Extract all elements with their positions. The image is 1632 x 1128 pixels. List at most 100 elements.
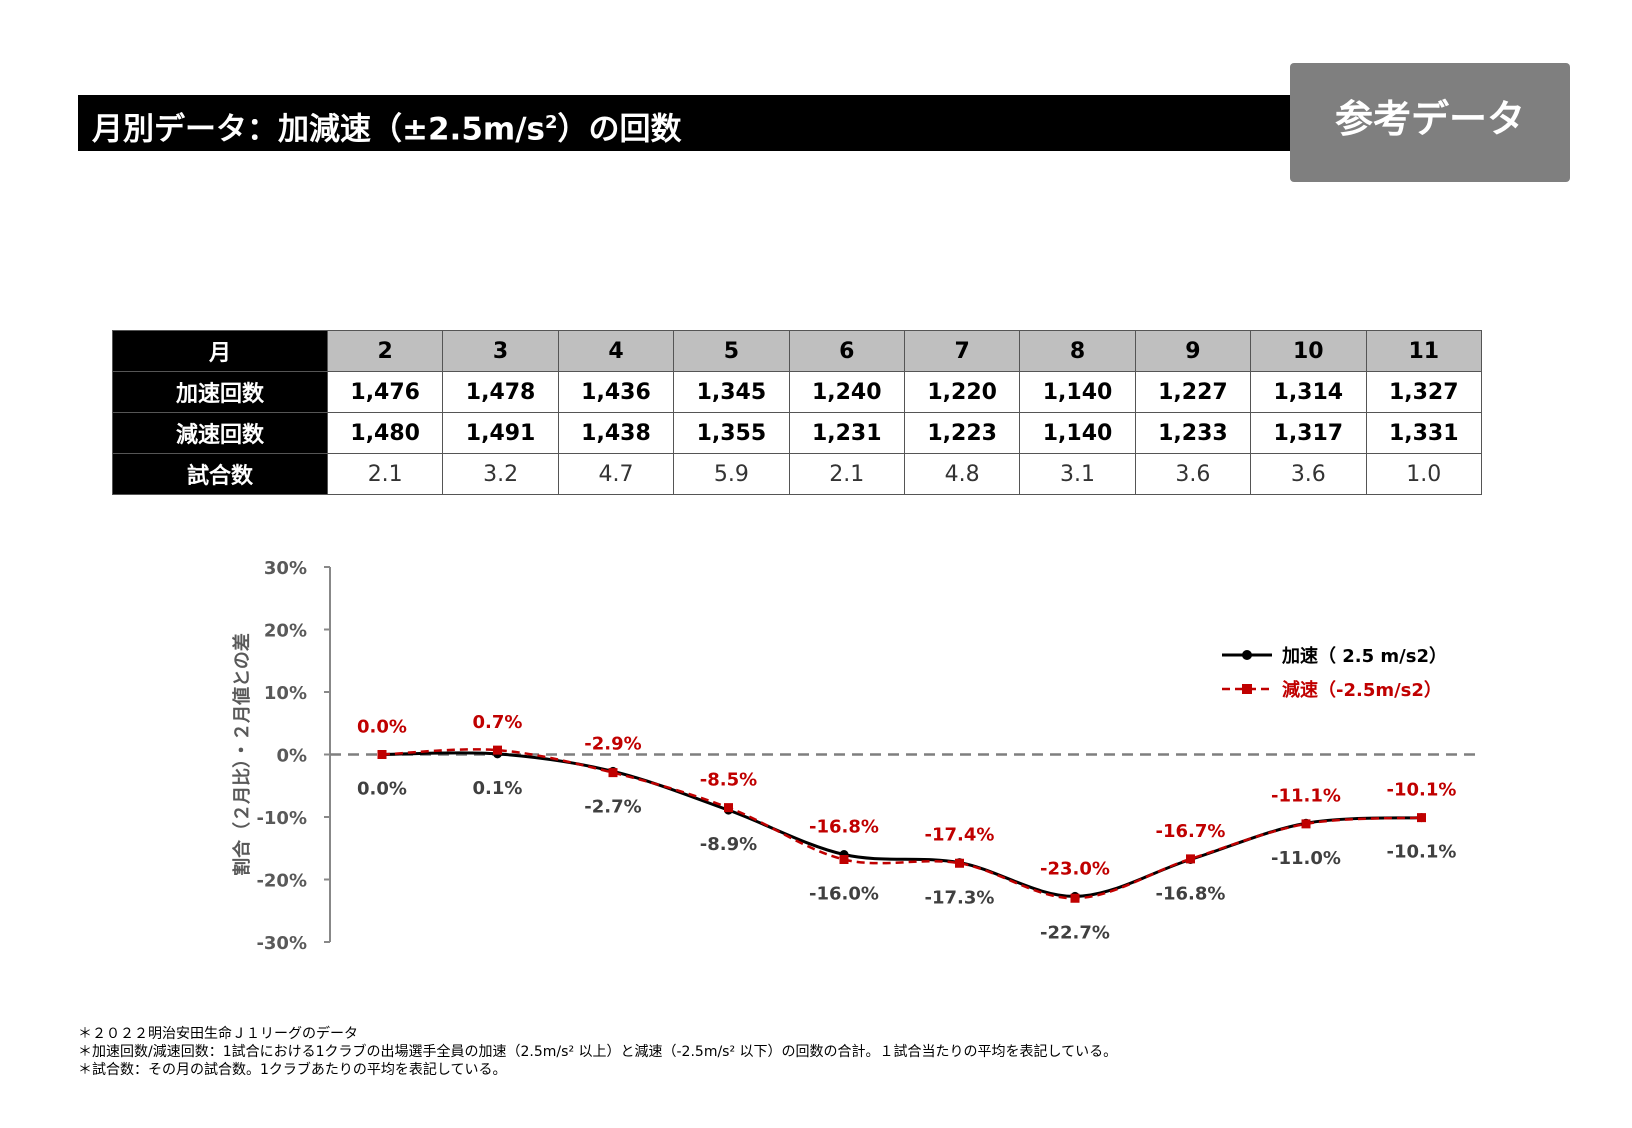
- legend-label-acceleration: 加速（ 2.5 m/s2）: [1281, 645, 1447, 667]
- row-label: 試合数: [112, 453, 328, 495]
- y-tick-label: -30%: [256, 933, 307, 954]
- table-cell: 3.2: [442, 453, 559, 495]
- table-cell: 3.1: [1019, 453, 1136, 495]
- data-label-acceleration: -11.0%: [1271, 848, 1341, 869]
- table-cell: 1,220: [903, 371, 1021, 413]
- data-point: [724, 803, 733, 813]
- table-corner-month: 月: [112, 330, 328, 372]
- data-label-deceleration: -23.0%: [1040, 858, 1110, 879]
- y-tick-label: 30%: [264, 558, 307, 579]
- data-point: [377, 750, 387, 759]
- legend-marker-acceleration: [1242, 650, 1252, 660]
- data-label-deceleration: -11.1%: [1271, 785, 1341, 806]
- table-cell: 1.0: [1365, 453, 1483, 495]
- table-cell: 1,327: [1365, 371, 1483, 413]
- table-cell: 2.1: [326, 453, 444, 495]
- month-header: 11: [1365, 330, 1483, 372]
- data-point: [1417, 813, 1426, 823]
- table-cell: 1,314: [1250, 371, 1367, 413]
- row-label: 加速回数: [112, 371, 328, 413]
- page-title-superscript: 2: [544, 112, 558, 133]
- month-header: 6: [788, 330, 905, 372]
- month-header: 10: [1250, 330, 1367, 372]
- series-line-deceleration: [381, 748, 1422, 900]
- table-cell: 3.6: [1134, 453, 1252, 495]
- data-label-deceleration: 0.7%: [473, 712, 523, 733]
- footnotes: ＊２０２２明治安田生命Ｊ１リーグのデータ ＊加速回数/減速回数：1試合における1…: [78, 1025, 1117, 1079]
- table-header-row: 月 2 3 4 5 6 7 8 9 10 11: [112, 330, 1483, 372]
- y-tick-label: -20%: [256, 871, 307, 892]
- table-cell: 1,223: [903, 412, 1021, 454]
- footnote-1: ＊２０２２明治安田生命Ｊ１リーグのデータ: [78, 1026, 358, 1042]
- table-cell: 4.7: [557, 453, 675, 495]
- table-cell: 1,233: [1134, 412, 1252, 454]
- data-point: [1301, 819, 1311, 829]
- footnote-3: ＊試合数：その月の試合数。1クラブあたりの平均を表記している。: [78, 1062, 507, 1078]
- month-header: 7: [903, 330, 1021, 372]
- table-cell: 2.1: [788, 453, 905, 495]
- table-cell: 1,140: [1019, 412, 1136, 454]
- page-title-text: 月別データ：加減速（±2.5m/s: [92, 111, 545, 148]
- table-row: 減速回数 1,480 1,491 1,438 1,355 1,231 1,223 1,140 1…: [112, 412, 1483, 454]
- data-label-deceleration: -16.8%: [809, 817, 879, 838]
- data-label-acceleration: -16.0%: [809, 884, 879, 905]
- line-chart: 30% 20% 10% 0% -10% -20% -30% 割合（２月比）・２月値との差 0.0…: [231, 558, 1480, 954]
- legend-marker-deceleration: [1242, 684, 1252, 694]
- data-point: [1070, 893, 1080, 903]
- data-label-acceleration: -8.9%: [700, 834, 757, 855]
- y-tick-label: 20%: [264, 621, 307, 642]
- table-cell: 1,438: [557, 412, 675, 454]
- y-tick-label: 0%: [276, 746, 307, 767]
- data-point: [839, 855, 849, 864]
- table-cell: 1,240: [788, 371, 905, 413]
- data-label-deceleration: -10.1%: [1387, 780, 1457, 801]
- data-label-deceleration: -16.7%: [1156, 821, 1226, 842]
- y-axis-title: 割合（２月比）・２月値との差: [231, 633, 253, 876]
- table-cell: 1,227: [1134, 371, 1252, 413]
- data-label-deceleration: -17.4%: [925, 825, 995, 846]
- data-label-acceleration: 0.0%: [357, 779, 407, 800]
- data-label-deceleration: 0.0%: [357, 717, 407, 738]
- data-point: [493, 745, 502, 755]
- table-cell: 1,491: [442, 412, 559, 454]
- table-cell: 1,436: [557, 371, 675, 413]
- month-header: 3: [442, 330, 559, 372]
- table-cell: 1,476: [326, 371, 444, 413]
- month-header: 5: [673, 330, 790, 372]
- legend-label-deceleration: 減速（-2.5m/s2）: [1282, 679, 1442, 701]
- table-row: 試合数 2.1 3.2 4.7 5.9 2.1 4.8 3.1 3.6 3.6 1.0: [112, 453, 1483, 495]
- table-cell: 1,480: [326, 412, 444, 454]
- table-cell: 4.8: [903, 453, 1021, 495]
- data-label-deceleration: -2.9%: [584, 733, 641, 754]
- table-cell: 1,478: [442, 371, 559, 413]
- month-header: 9: [1134, 330, 1252, 372]
- footnote-2: ＊加速回数/減速回数：1試合における1クラブの出場選手全員の加速（2.5m/s²…: [78, 1044, 1118, 1060]
- series-line-acceleration: [381, 751, 1422, 898]
- table-cell: 1,331: [1365, 412, 1483, 454]
- table-cell: 1,355: [673, 412, 790, 454]
- page-title-tail: ）の回数: [557, 111, 682, 148]
- data-point: [955, 858, 964, 868]
- page-title: 月別データ：加減速（±2.5m/s2）の回数: [78, 95, 1290, 151]
- data-label-acceleration: -17.3%: [925, 887, 995, 908]
- data-label-acceleration: -2.7%: [584, 797, 641, 818]
- data-point: [1186, 854, 1195, 864]
- table-cell: 1,317: [1250, 412, 1367, 454]
- table-row: 加速回数 1,476 1,478 1,436 1,345 1,240 1,220 1,140 1…: [112, 371, 1483, 413]
- data-point: [608, 768, 618, 778]
- data-label-acceleration: -16.8%: [1156, 884, 1226, 905]
- table-cell: 1,345: [673, 371, 790, 413]
- table-cell: 1,231: [788, 412, 905, 454]
- data-label-acceleration: -10.1%: [1387, 842, 1457, 863]
- table-cell: 1,140: [1019, 371, 1136, 413]
- y-tick-label: 10%: [264, 683, 307, 704]
- month-header: 4: [557, 330, 675, 372]
- reference-data-badge: 参考データ: [1290, 63, 1570, 182]
- table-cell: 5.9: [673, 453, 790, 495]
- y-tick-label: -10%: [256, 808, 307, 829]
- month-header: 8: [1019, 330, 1136, 372]
- table-cell: 3.6: [1250, 453, 1367, 495]
- data-label-acceleration: -22.7%: [1040, 922, 1110, 943]
- data-label-acceleration: 0.1%: [473, 778, 523, 799]
- month-header: 2: [326, 330, 444, 372]
